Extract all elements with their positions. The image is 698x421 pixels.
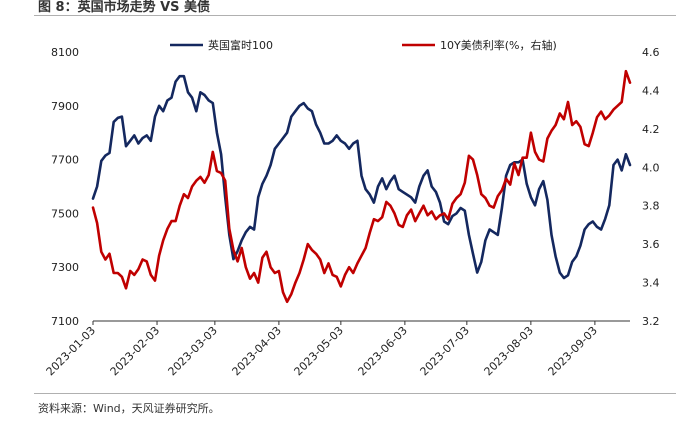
x-tick-label: 2023-08-03 [482,324,536,378]
left-tick-label: 7100 [51,315,79,328]
x-tick-label: 2023-03-03 [166,324,220,378]
source-note: 资料来源：Wind，天风证券研究所。 [38,402,220,415]
right-tick-label: 4.2 [642,123,660,136]
left-tick-label: 7300 [51,261,79,274]
x-tick-label: 2023-07-03 [418,324,472,378]
right-axis-ticks: 3.2 3.4 3.6 3.8 4.0 4.2 4.4 4.6 [642,46,660,328]
legend-label: 10Y美债利率(%，右轴) [440,38,557,52]
series-line-us10y [91,69,632,304]
right-tick-label: 4.4 [642,84,660,97]
legend: 英国富时100 10Y美债利率(%，右轴) [170,38,557,52]
figure-title: 图 8：英国市场走势 VS 美债 [38,0,211,15]
right-tick-label: 4.0 [642,161,660,174]
x-tick-label: 2023-09-03 [546,324,600,378]
x-tick-label: 2023-01-03 [44,324,98,378]
left-axis-ticks: 7100 7300 7500 7700 7900 8100 [51,46,79,328]
right-tick-label: 4.6 [642,46,660,59]
left-tick-label: 8100 [51,46,79,59]
left-tick-label: 7900 [51,100,79,113]
left-tick-label: 7500 [51,207,79,220]
series-line-ftse100 [91,74,632,280]
right-tick-label: 3.4 [642,277,660,290]
bottom-divider [34,393,676,394]
x-axis: 2023-01-03 2023-02-03 2023-03-03 2023-04-03… [44,320,630,378]
series-layer [91,69,632,304]
right-tick-label: 3.8 [642,200,660,213]
legend-label: 英国富时100 [208,38,273,52]
x-tick-label: 2023-05-03 [292,324,346,378]
right-tick-label: 3.6 [642,238,660,251]
x-tick-label: 2023-06-03 [356,324,410,378]
left-tick-label: 7700 [51,154,79,167]
x-tick-label: 2023-04-03 [230,324,284,378]
x-tick-label: 2023-02-03 [108,324,162,378]
top-divider [34,15,676,16]
right-tick-label: 3.2 [642,315,660,328]
